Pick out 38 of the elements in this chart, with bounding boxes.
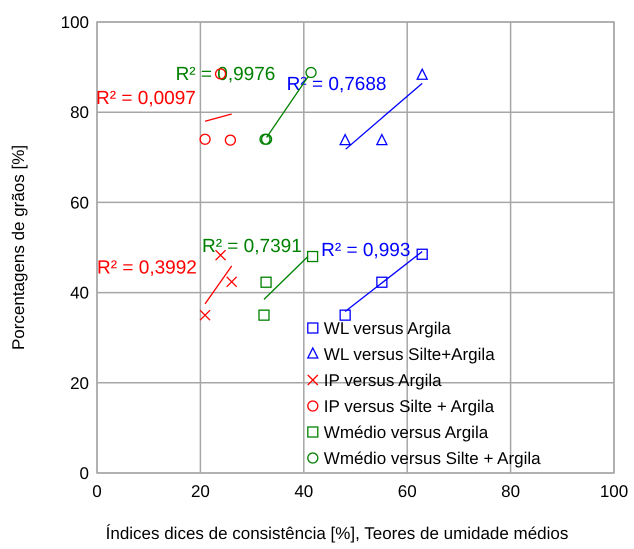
- point: [199, 310, 211, 321]
- legend-label: IP versus Silte + Argila: [324, 396, 495, 416]
- y-tick-label: 40: [70, 284, 89, 303]
- point: [258, 310, 270, 321]
- x-tick-label: 20: [190, 482, 210, 501]
- point: [376, 276, 388, 288]
- point: [340, 134, 351, 146]
- point: [260, 276, 272, 288]
- x-axis-title: Índices dices de consistência [%], Teores de umidade médios: [106, 524, 568, 543]
- point: [416, 68, 428, 80]
- annotation: R² = 0,7391: [202, 236, 302, 258]
- point: [224, 134, 236, 146]
- legend-label: WL versus Argila: [324, 318, 452, 338]
- legend-label: WL versus Silte+Argila: [324, 344, 496, 364]
- point: [306, 250, 318, 262]
- y-tick-label: 0: [80, 464, 89, 483]
- y-tick-label: 60: [70, 193, 89, 212]
- legend-label: Wmédio versus Argila: [324, 422, 489, 442]
- x-tick-label: 100: [600, 482, 628, 501]
- legend-label: Wmédio versus Silte + Argila: [324, 448, 542, 468]
- point: [376, 134, 388, 146]
- y-tick-label: 100: [60, 12, 89, 32]
- x-tick-label: 60: [398, 482, 417, 501]
- annotation: R² = 0,0097: [96, 88, 196, 109]
- y-tick-label: 80: [70, 103, 89, 122]
- point: [226, 276, 238, 288]
- legend-label: IP versus Argila: [324, 370, 442, 390]
- annotation: R² = 0,993: [321, 240, 410, 262]
- y-tick-label: 20: [70, 374, 89, 393]
- point: [340, 310, 351, 321]
- point: [416, 248, 428, 260]
- y-axis-title: Porcentagens de grãos [%]: [9, 144, 28, 350]
- point: [305, 66, 317, 78]
- x-tick-label: 40: [294, 482, 314, 501]
- point: [199, 134, 211, 145]
- x-tick-label: 0: [92, 482, 102, 501]
- x-tick-label: 80: [501, 482, 520, 501]
- annotation: R² = 0,3992: [97, 258, 197, 279]
